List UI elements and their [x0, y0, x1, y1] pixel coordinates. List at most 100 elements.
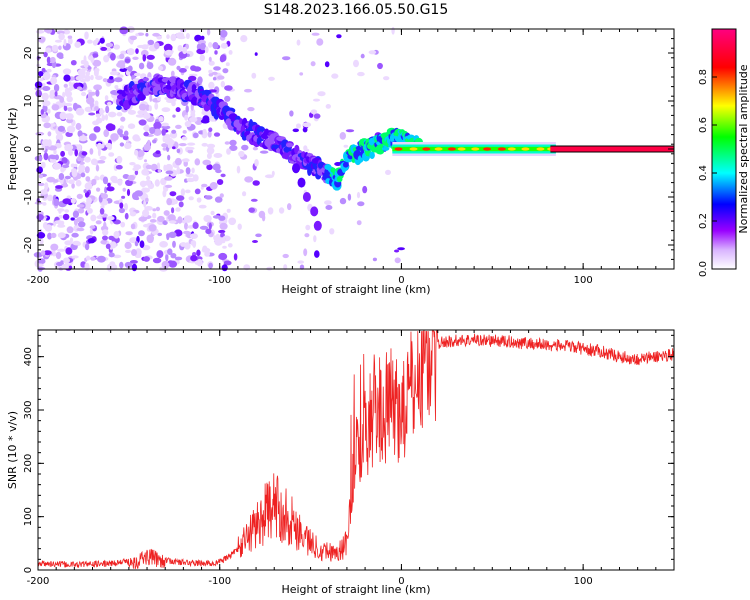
spectrogram-speckle: [356, 191, 361, 199]
carrier-peak: [471, 147, 480, 151]
spectrogram-speckle: [143, 131, 149, 137]
spectrogram-speckle: [212, 77, 217, 81]
snr-series-line: [37, 330, 675, 570]
spectrogram-speckle: [57, 208, 65, 212]
spectrogram-speckle: [95, 220, 102, 225]
spectrogram-speckle: [149, 127, 156, 134]
spectrogram-speckle: [204, 251, 211, 257]
spectrogram-speckle: [47, 131, 52, 137]
spectrogram-speckle: [101, 114, 106, 122]
spectrogram-speckle: [202, 115, 210, 123]
spectrogram-speckle: [63, 102, 73, 107]
spectrogram-speckle: [177, 45, 183, 52]
spectrogram-speckle: [143, 256, 151, 262]
spectrogram-speckle: [172, 114, 176, 118]
spectrogram-speckle: [55, 251, 62, 260]
spectrogram-speckle: [44, 182, 49, 191]
spectrogram-speckle: [175, 207, 181, 212]
spectrogram-speckle: [220, 42, 228, 49]
spectrogram-speckle: [68, 179, 75, 184]
spectrogram-speckle: [166, 197, 173, 206]
spectrogram-speckle: [254, 159, 259, 167]
spectrogram-speckle: [94, 69, 98, 73]
spectrogram-speckle: [252, 180, 260, 186]
spectrogram-speckle: [84, 191, 90, 198]
spectrogram-speckle: [89, 225, 96, 229]
spectrogram-speckle: [40, 109, 44, 115]
spectrogram-speckle: [267, 207, 274, 215]
spectrogram-speckle: [299, 72, 304, 76]
y-tick-label: 0: [23, 146, 34, 152]
spectrogram-speckle: [178, 201, 184, 208]
spectrogram-speckle: [167, 57, 177, 66]
spectrogram-speckle: [185, 32, 190, 40]
spectrogram-speckle: [80, 172, 86, 178]
spectrogram-speckle: [139, 240, 145, 248]
colorbar-tick-label: 0.0: [698, 261, 709, 277]
spectrogram-speckle: [206, 153, 212, 159]
spectrogram-speckle: [159, 241, 169, 248]
spectrogram-speckle: [62, 68, 72, 75]
spectrogram-speckle: [58, 45, 62, 51]
spectrogram-speckle: [201, 183, 208, 188]
spectrogram-speckle: [109, 76, 114, 80]
spectrogram-speckle: [208, 81, 215, 89]
spectrogram-speckle: [91, 178, 97, 186]
spectrogram-speckle: [71, 232, 79, 238]
spectrogram-speckle: [70, 60, 77, 66]
spectrogram-speckle: [62, 91, 66, 98]
spectrogram-speckle: [325, 104, 331, 109]
spectrogram-speckle: [219, 55, 225, 63]
spectrogram-speckle: [49, 123, 56, 127]
spectrogram-speckle: [138, 62, 145, 70]
spectrogram-speckle: [145, 164, 153, 170]
spectrogram-speckle: [89, 54, 94, 62]
spectrogram-speckle: [43, 152, 49, 161]
spectrogram-speckle: [296, 39, 301, 46]
spectrogram-speckle: [43, 51, 48, 58]
spectrogram-speckle: [76, 227, 85, 232]
spectrogram-speckle: [252, 146, 258, 151]
spectrogram-speckle: [57, 248, 66, 252]
spectrogram-speckle: [194, 158, 201, 166]
spectrogram-speckle: [100, 46, 108, 51]
spectrogram-speckle: [35, 89, 42, 98]
spectrogram-speckle: [70, 217, 75, 221]
spectrogram-speckle: [190, 65, 197, 71]
spectrogram-speckle: [95, 89, 100, 97]
spectrogram-speckle: [146, 62, 154, 70]
spectrogram-speckle: [114, 77, 123, 83]
spectrogram-speckle: [317, 91, 326, 97]
spectrogram-speckle: [122, 135, 129, 141]
spectrogram-speckle: [345, 129, 355, 133]
spectrogram-speckle: [248, 207, 255, 213]
spectrogram-speckle: [208, 60, 215, 66]
spectrogram-speckle: [83, 60, 89, 69]
spectrogram-speckle: [218, 252, 228, 261]
spectrogram-speckle: [251, 72, 257, 79]
spectrogram-speckle: [224, 85, 233, 91]
spectrogram-speckle: [181, 136, 188, 141]
spectrogram-speckle: [75, 179, 82, 187]
spectrogram-speckle: [216, 179, 224, 185]
spectrogram-speckle: [40, 250, 46, 256]
spectrogram-speckle: [72, 210, 79, 218]
spectrogram-speckle: [104, 95, 109, 101]
spectrogram-speckle: [362, 185, 368, 194]
spectrogram-speckle: [150, 163, 158, 172]
spectrogram-speckle: [310, 109, 318, 115]
spectrogram-speckle: [313, 98, 320, 102]
spectrogram-speckle: [47, 108, 51, 114]
spectrogram-speckle: [156, 250, 164, 259]
spectrogram-speckle: [119, 261, 124, 269]
spectrogram-speckle: [90, 74, 94, 81]
spectrogram-speckle: [214, 196, 223, 203]
spectrogram-speckle: [138, 216, 148, 222]
spectrogram-speckle: [58, 55, 64, 59]
spectrogram-speckle: [316, 38, 324, 46]
spectrogram-speckle: [143, 223, 151, 228]
spectrogram-speckle: [66, 95, 73, 103]
spectrogram-speckle: [192, 222, 199, 229]
spectrogram-speckle: [213, 235, 217, 241]
